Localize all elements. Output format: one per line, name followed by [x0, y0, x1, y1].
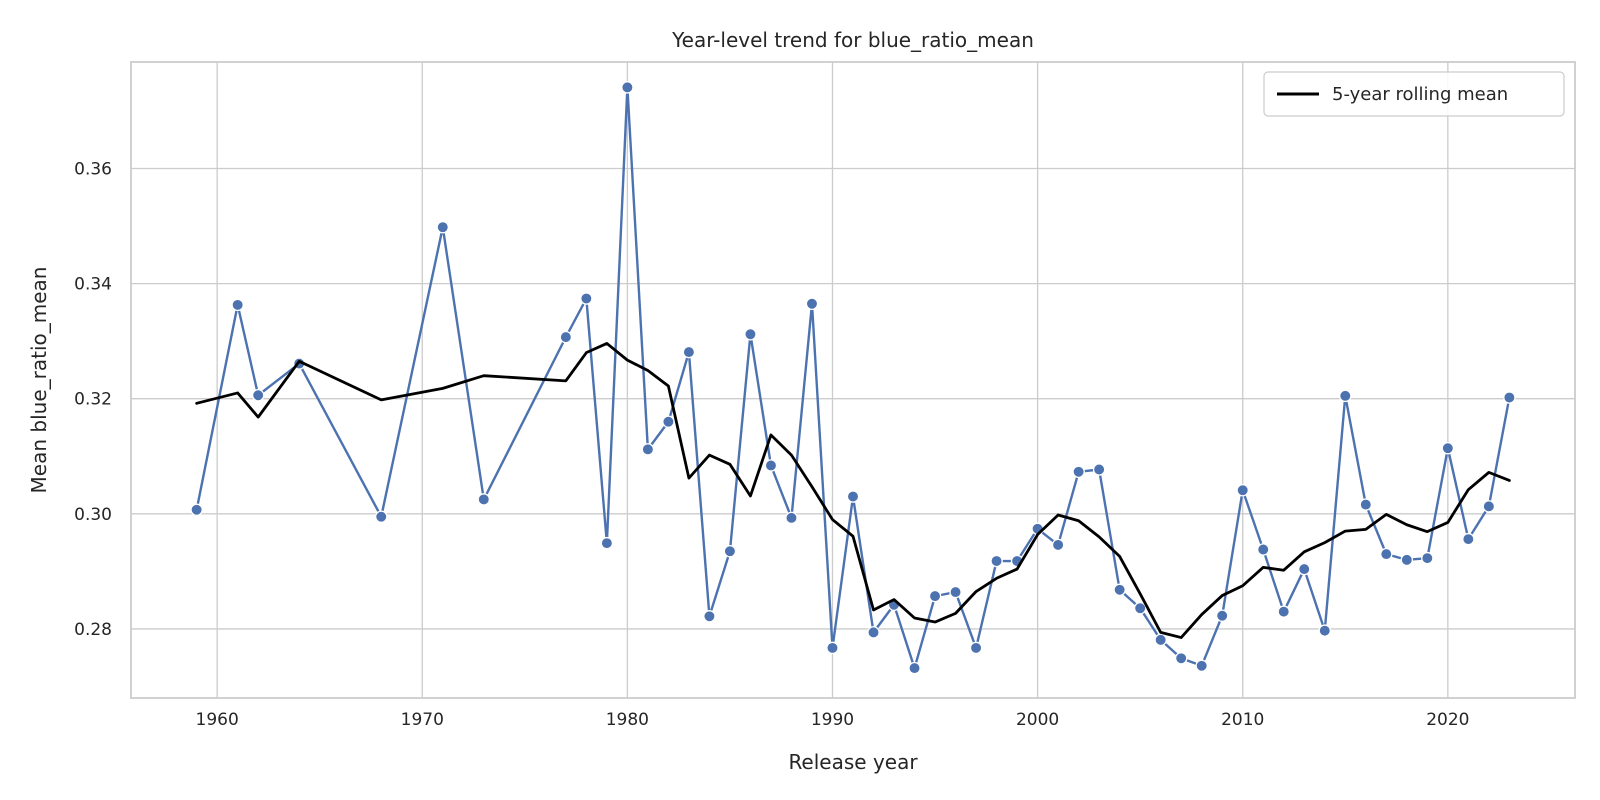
- y-tick-labels: 0.28 0.30 0.32 0.34 0.36: [74, 159, 112, 639]
- data-point: [928, 589, 942, 603]
- data-point: [703, 610, 716, 623]
- data-point: [1195, 659, 1208, 673]
- data-point: [641, 443, 655, 456]
- data-point: [1421, 551, 1434, 565]
- data-point: [1113, 583, 1126, 597]
- data-point: [374, 510, 388, 523]
- x-tick-label: 2020: [1426, 710, 1469, 730]
- data-point: [1277, 605, 1290, 618]
- data-point: [1359, 498, 1373, 511]
- data-point: [846, 490, 860, 503]
- data-point: [477, 493, 491, 506]
- y-tick-label: 0.32: [74, 390, 112, 410]
- data-point: [826, 641, 839, 655]
- data-point: [1154, 633, 1167, 647]
- data-point: [785, 511, 798, 525]
- data-point: [600, 536, 614, 550]
- y-tick-label: 0.28: [74, 620, 112, 640]
- x-tick-label: 1960: [196, 710, 239, 730]
- data-point: [949, 585, 962, 599]
- data-point: [251, 389, 265, 402]
- data-point: [231, 298, 244, 312]
- data-point: [908, 661, 921, 675]
- y-axis-title: Mean blue_ratio_mean: [27, 267, 51, 494]
- data-point: [436, 220, 450, 234]
- data-point: [867, 626, 880, 639]
- x-tick-label: 1980: [606, 710, 649, 730]
- x-tick-label: 1970: [401, 710, 444, 730]
- data-point: [1400, 553, 1414, 567]
- plot-frame: [130, 61, 1576, 699]
- data-point: [1215, 609, 1229, 622]
- x-tick-labels: 1960 1970 1980 1990 2000 2010 2020: [196, 710, 1470, 730]
- data-point: [764, 459, 778, 472]
- data-point: [969, 641, 983, 655]
- data-point: [1174, 652, 1188, 665]
- x-tick-label: 2010: [1221, 710, 1264, 730]
- x-tick-label: 2000: [1016, 710, 1059, 730]
- data-point: [1339, 389, 1352, 403]
- legend-box: [1263, 71, 1565, 117]
- x-tick-label: 1990: [811, 710, 854, 730]
- data-point: [1072, 465, 1085, 479]
- data-point: [1298, 562, 1311, 576]
- data-point: [682, 345, 696, 359]
- y-tick-label: 0.36: [74, 159, 112, 179]
- data-point: [723, 544, 737, 558]
- blue-ratio-mean-line: [195, 86, 1511, 670]
- data-point: [1482, 500, 1496, 513]
- data-point: [1236, 483, 1249, 497]
- legend: 5-year rolling mean: [1263, 71, 1565, 117]
- data-point: [190, 503, 203, 517]
- y-tick-label: 0.30: [74, 505, 112, 525]
- data-point: [1503, 391, 1516, 404]
- chart-title: Year-level trend for blue_ratio_mean: [671, 28, 1034, 52]
- series-layer: [190, 81, 1516, 675]
- data-point: [1051, 538, 1065, 552]
- legend-rolling-mean-label: 5-year rolling mean: [1332, 84, 1508, 105]
- data-point: [1256, 543, 1270, 556]
- data-point: [1133, 601, 1147, 615]
- y-tick-label: 0.34: [74, 275, 112, 295]
- data-point: [1441, 441, 1455, 455]
- data-point: [990, 554, 1003, 568]
- data-point: [744, 327, 757, 341]
- data-point: [1318, 624, 1332, 637]
- x-axis-title: Release year: [788, 750, 918, 774]
- data-point: [805, 297, 819, 310]
- data-point: [1092, 463, 1106, 476]
- rolling-mean-line: [195, 342, 1511, 639]
- data-point: [559, 330, 573, 344]
- data-point: [662, 415, 675, 428]
- data-point: [580, 292, 593, 305]
- data-point: [621, 81, 634, 94]
- data-point: [1380, 547, 1393, 561]
- data-point: [1462, 532, 1475, 546]
